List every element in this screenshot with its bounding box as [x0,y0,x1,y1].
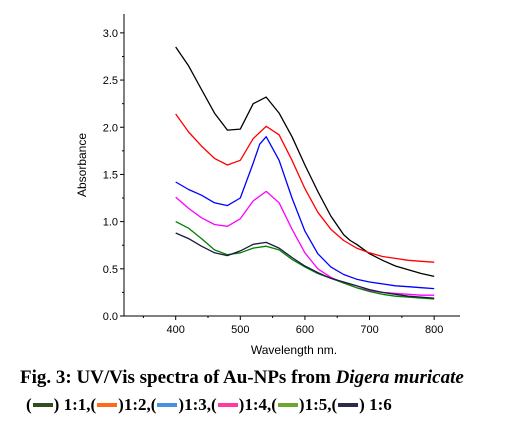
x-tick-label: 500 [231,324,249,336]
legend-swatch [157,402,178,407]
series-line-5 [175,221,435,300]
legend-label: )1:5, [298,395,332,414]
caption-species: Digera muricate [335,367,464,388]
legend-open-paren: ( [211,395,217,414]
x-tick-label: 700 [360,324,378,336]
legend-item-4: ( )1:4, [211,395,271,415]
legend-item-3: ( )1:3, [151,395,211,415]
x-tick-label: 400 [167,324,185,336]
uv-vis-chart: 0.0 0.5 1.0 1.5 2.0 2.5 3.0 400 500 600 700 800 Abs… [75,14,460,357]
legend-open-paren: ( [271,395,277,414]
legend-item-6: ( ) 1:6 [332,395,392,415]
x-tick-label: 800 [425,324,443,336]
legend-swatch [338,402,359,407]
legend-open-paren: ( [26,395,32,414]
legend-open-paren: ( [331,395,338,414]
legend-item-2: ( )1:2, [91,395,151,415]
legend-label: ) 1:1, [53,395,91,414]
figure-caption: Fig. 3: UV/Vis spectra of Au-NPs from Di… [20,367,520,389]
y-tick-label: 1.0 [103,217,118,229]
y-tick-label: 3.0 [103,28,118,40]
legend-item-1: ( ) 1:1, [26,395,91,415]
legend-label: ) 1:6 [359,395,392,414]
x-axis-label: Wavelength nm. [251,343,337,357]
legend-open-paren: ( [90,395,97,414]
legend-label: )1:4, [238,395,272,414]
series-line-6 [175,232,435,299]
chart-plot-area [175,46,435,300]
legend: () 1:1,()1:2,()1:3,()1:4,()1:5,() 1:6 [26,395,516,415]
legend-label: )1:3, [178,395,211,414]
y-tick-label: 2.0 [103,122,118,134]
y-tick-label: 1.5 [103,169,118,181]
y-tick-label: 2.5 [103,75,118,87]
legend-swatch [32,402,53,407]
y-tick-label: 0.0 [103,311,118,323]
legend-item-5: ( )1:5, [271,395,331,415]
legend-open-paren: ( [150,395,157,414]
caption-prefix: Fig. 3: UV/Vis spectra of Au-NPs from [20,367,336,388]
y-axis-label: Absorbance [75,133,89,197]
series-line-3 [175,136,435,290]
legend-swatch [217,402,238,407]
chart-axes: 0.0 0.5 1.0 1.5 2.0 2.5 3.0 400 500 600 700 800 [103,14,460,336]
legend-swatch [277,402,298,407]
x-tick-label: 600 [296,324,314,336]
y-tick-label: 0.5 [103,264,118,276]
legend-label: )1:2, [118,395,151,414]
series-line-2 [175,113,435,263]
series-line-4 [175,190,435,296]
series-line-1 [175,46,435,278]
legend-swatch [97,402,118,407]
